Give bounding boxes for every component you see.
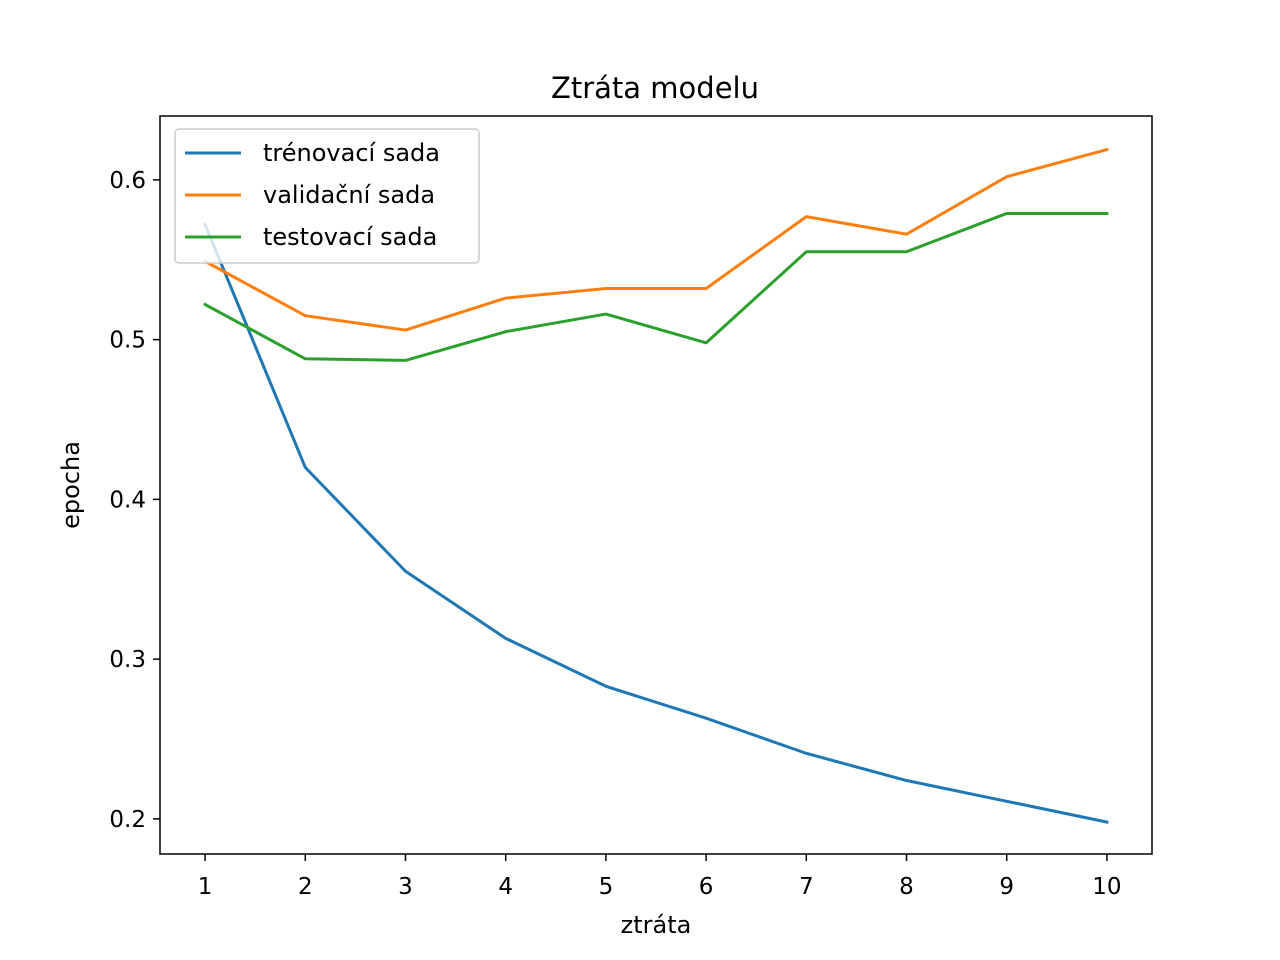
legend-label: validační sada — [263, 181, 435, 209]
y-tick-label: 0.5 — [109, 328, 146, 354]
legend: trénovací sada validační sada testovací sa… — [174, 128, 480, 264]
plot-frame — [159, 115, 1153, 855]
x-tick-label: 6 — [699, 874, 714, 900]
x-tick-label: 1 — [198, 874, 213, 900]
x-axis-label: ztráta — [621, 911, 692, 939]
x-tick-label: 2 — [298, 874, 313, 900]
y-tick-label: 0.3 — [109, 647, 146, 673]
y-tick-label: 0.2 — [109, 807, 146, 833]
x-tick-label: 4 — [498, 874, 513, 900]
y-tick-label: 0.4 — [109, 487, 146, 513]
y-axis: 0.2 0.3 0.4 0.5 0.6 — [109, 168, 160, 833]
legend-label: testovací sada — [263, 223, 437, 251]
x-tick-label: 3 — [398, 874, 413, 900]
x-tick-label: 5 — [599, 874, 614, 900]
chart-title: Ztráta modelu — [551, 71, 759, 105]
legend-box — [174, 128, 480, 264]
series-line-2 — [203, 147, 1109, 332]
x-tick-label: 8 — [899, 874, 914, 900]
series-line-1 — [203, 222, 1109, 824]
series-layer — [203, 147, 1109, 824]
x-tick-label: 9 — [999, 874, 1014, 900]
x-axis: 1 2 3 4 5 6 7 8 9 10 — [198, 854, 1122, 900]
x-tick-label: 10 — [1092, 874, 1121, 900]
legend-label: trénovací sada — [263, 139, 440, 167]
x-tick-label: 7 — [799, 874, 814, 900]
y-tick-label: 0.6 — [109, 168, 146, 194]
y-axis-label: epocha — [57, 441, 85, 529]
series-line-3 — [203, 211, 1109, 362]
